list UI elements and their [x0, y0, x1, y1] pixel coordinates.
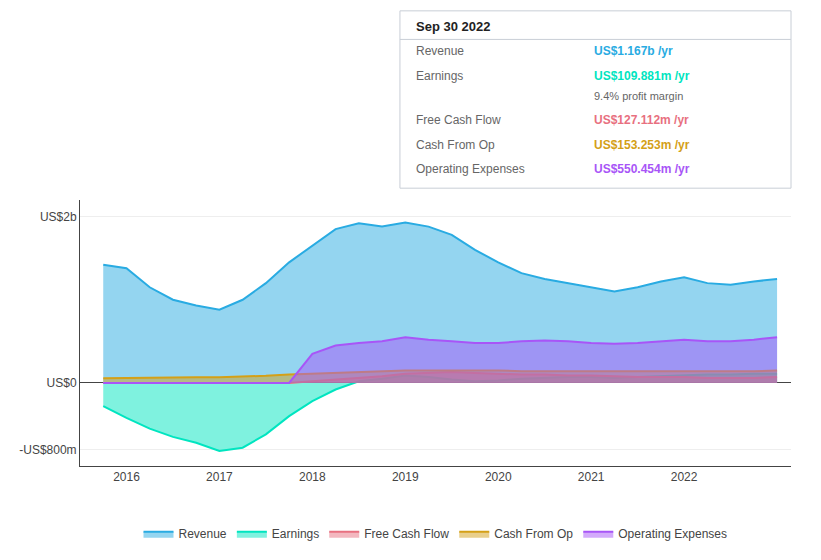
svg-text:Operating Expenses: Operating Expenses — [618, 527, 727, 541]
svg-text:Sep 30 2022: Sep 30 2022 — [416, 19, 490, 34]
svg-text:US$0: US$0 — [47, 376, 77, 390]
svg-text:Earnings: Earnings — [416, 69, 463, 83]
svg-text:US$550.454m /yr: US$550.454m /yr — [594, 162, 690, 176]
svg-text:US$1.167b /yr: US$1.167b /yr — [594, 44, 673, 58]
svg-text:2021: 2021 — [578, 470, 605, 484]
svg-text:Cash From Op: Cash From Op — [494, 527, 573, 541]
svg-text:Revenue: Revenue — [416, 44, 464, 58]
svg-text:Earnings: Earnings — [272, 527, 319, 541]
svg-text:Operating Expenses: Operating Expenses — [416, 162, 525, 176]
svg-text:Free Cash Flow: Free Cash Flow — [416, 113, 501, 127]
svg-text:9.4% profit margin: 9.4% profit margin — [594, 90, 683, 102]
svg-text:Revenue: Revenue — [179, 527, 227, 541]
svg-text:Cash From Op: Cash From Op — [416, 138, 495, 152]
svg-text:-US$800m: -US$800m — [19, 443, 76, 457]
svg-text:2018: 2018 — [299, 470, 326, 484]
svg-text:2016: 2016 — [113, 470, 140, 484]
svg-text:US$127.112m /yr: US$127.112m /yr — [594, 113, 689, 127]
svg-text:Free Cash Flow: Free Cash Flow — [364, 527, 449, 541]
svg-text:US$2b: US$2b — [40, 210, 77, 224]
svg-text:2020: 2020 — [485, 470, 512, 484]
svg-text:2017: 2017 — [206, 470, 233, 484]
svg-text:US$109.881m /yr: US$109.881m /yr — [594, 69, 690, 83]
svg-text:2022: 2022 — [671, 470, 698, 484]
svg-text:US$153.253m /yr: US$153.253m /yr — [594, 138, 690, 152]
svg-text:2019: 2019 — [392, 470, 419, 484]
